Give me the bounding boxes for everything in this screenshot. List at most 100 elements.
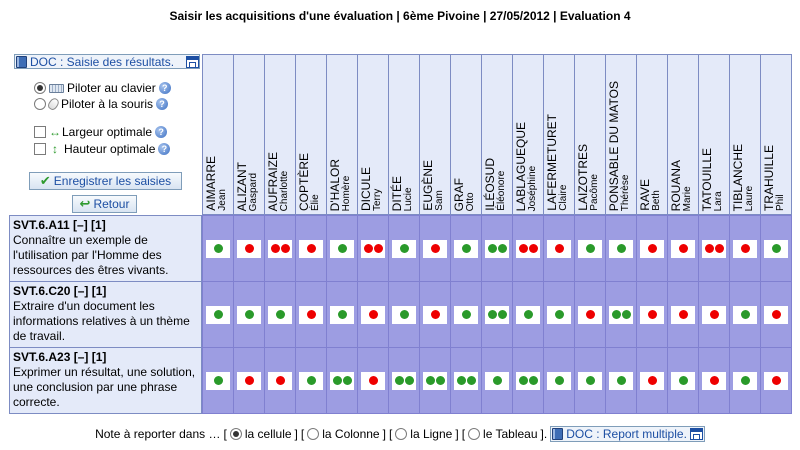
student-column-header[interactable]: LABLAGUEQUE Joséphine (512, 54, 544, 215)
result-cell[interactable] (388, 281, 420, 348)
result-cell[interactable] (574, 215, 606, 282)
result-cell[interactable] (295, 281, 327, 348)
result-cell[interactable] (264, 347, 296, 414)
student-column-header[interactable]: ALIZANT Gaspard (233, 54, 265, 215)
result-cell[interactable] (264, 281, 296, 348)
result-cell[interactable] (574, 281, 606, 348)
student-column-header[interactable]: ROUANA Marie (667, 54, 699, 215)
mode-keyboard-radio[interactable] (34, 82, 46, 94)
report-row-option[interactable]: [ la Ligne ] (388, 427, 459, 441)
student-column-header[interactable]: AIMARRE Jean (202, 54, 234, 215)
result-cell[interactable] (326, 215, 358, 282)
result-cell[interactable] (543, 215, 575, 282)
report-column-option[interactable]: [ la Colonne ] (300, 427, 386, 441)
optimal-width-option[interactable]: ↔ Largeur optimale ? (34, 125, 168, 139)
student-column-header[interactable]: D'HALOR Homère (326, 54, 358, 215)
report-column-radio[interactable] (307, 428, 320, 440)
result-cell[interactable] (326, 281, 358, 348)
back-button[interactable]: ↩ Retour (72, 195, 137, 213)
report-table-radio[interactable] (468, 428, 481, 440)
student-column-header[interactable]: DITÉE Lucie (388, 54, 420, 215)
student-column-header[interactable]: LAFERMETURET Claire (543, 54, 575, 215)
student-column-header[interactable]: TRAHUILLE Phil (760, 54, 792, 215)
result-cell[interactable] (450, 281, 482, 348)
doc-saisie-link[interactable]: DOC : Saisie des résultats. (14, 54, 200, 69)
skill-row-header[interactable]: SVT.6.C20 [–] [1] Extraire d'un document … (9, 281, 202, 348)
doc-report-link[interactable]: DOC : Report multiple. (550, 426, 705, 442)
result-cell[interactable] (636, 347, 668, 414)
help-icon[interactable]: ? (156, 98, 169, 110)
result-cell[interactable] (295, 347, 327, 414)
result-cell[interactable] (233, 215, 265, 282)
result-cell[interactable] (357, 281, 389, 348)
result-cell[interactable] (760, 281, 792, 348)
result-cell[interactable] (667, 215, 699, 282)
report-cell-radio[interactable] (229, 428, 242, 440)
result-cell[interactable] (512, 215, 544, 282)
result-cell[interactable] (512, 347, 544, 414)
result-cell[interactable] (388, 215, 420, 282)
result-cell[interactable] (295, 215, 327, 282)
student-column-header[interactable]: TIBLANCHE Laure (729, 54, 761, 215)
result-cell[interactable] (512, 281, 544, 348)
result-cell[interactable] (698, 215, 730, 282)
result-cell[interactable] (357, 347, 389, 414)
report-row-radio[interactable] (395, 428, 408, 440)
result-cell[interactable] (481, 347, 513, 414)
result-cell[interactable] (605, 347, 637, 414)
result-cell[interactable] (450, 347, 482, 414)
report-cell-option[interactable]: [ la cellule ] (223, 427, 298, 441)
result-cell[interactable] (233, 281, 265, 348)
optimal-width-checkbox[interactable] (34, 126, 46, 138)
result-cell[interactable] (264, 215, 296, 282)
result-cell[interactable] (233, 347, 265, 414)
result-cell[interactable] (636, 281, 668, 348)
skill-row-header[interactable]: SVT.6.A11 [–] [1] Connaître un exemple de… (9, 215, 202, 282)
mode-mouse-radio[interactable] (34, 98, 46, 110)
help-icon[interactable]: ? (158, 143, 171, 155)
result-cell[interactable] (667, 281, 699, 348)
result-cell[interactable] (326, 347, 358, 414)
optimal-height-option[interactable]: ↕ Hauteur optimale ? (34, 142, 171, 156)
result-cell[interactable] (419, 347, 451, 414)
save-button[interactable]: ✔ Enregistrer les saisies (29, 172, 182, 190)
result-cell[interactable] (357, 215, 389, 282)
result-cell[interactable] (202, 215, 234, 282)
result-cell[interactable] (388, 347, 420, 414)
result-cell[interactable] (202, 281, 234, 348)
result-cell[interactable] (698, 281, 730, 348)
result-cell[interactable] (202, 347, 234, 414)
student-column-header[interactable]: LAIZOTRES Pacôme (574, 54, 606, 215)
student-column-header[interactable]: ILÉOSUD Éléonore (481, 54, 513, 215)
student-column-header[interactable]: EUGÈNE Sam (419, 54, 451, 215)
help-icon[interactable]: ? (158, 82, 171, 94)
skill-row-header[interactable]: SVT.6.A23 [–] [1] Exprimer un résultat, u… (9, 347, 202, 414)
result-cell[interactable] (481, 281, 513, 348)
result-cell[interactable] (667, 347, 699, 414)
new-window-icon[interactable] (689, 428, 703, 440)
result-cell[interactable] (605, 215, 637, 282)
optimal-height-checkbox[interactable] (34, 143, 46, 155)
student-column-header[interactable]: GRAF Otto (450, 54, 482, 215)
help-icon[interactable]: ? (155, 126, 168, 138)
result-cell[interactable] (729, 347, 761, 414)
report-table-option[interactable]: [ le Tableau ]. (461, 427, 548, 441)
result-cell[interactable] (729, 215, 761, 282)
result-cell[interactable] (419, 281, 451, 348)
result-cell[interactable] (698, 347, 730, 414)
result-cell[interactable] (605, 281, 637, 348)
new-window-icon[interactable] (186, 55, 199, 68)
mode-mouse-option[interactable]: Piloter à la souris ? (34, 96, 169, 112)
result-cell[interactable] (419, 215, 451, 282)
result-cell[interactable] (760, 347, 792, 414)
student-column-header[interactable]: PONSABLE DU MATOS Thérèse (605, 54, 637, 215)
student-column-header[interactable]: DICULE Terry (357, 54, 389, 215)
result-cell[interactable] (574, 347, 606, 414)
result-cell[interactable] (543, 281, 575, 348)
result-cell[interactable] (481, 215, 513, 282)
student-column-header[interactable]: AUFRAIZE Charlotte (264, 54, 296, 215)
student-column-header[interactable]: COPTÈRE Élie (295, 54, 327, 215)
student-column-header[interactable]: RAVE Beth (636, 54, 668, 215)
student-column-header[interactable]: TATOUILLE Lara (698, 54, 730, 215)
result-cell[interactable] (450, 215, 482, 282)
